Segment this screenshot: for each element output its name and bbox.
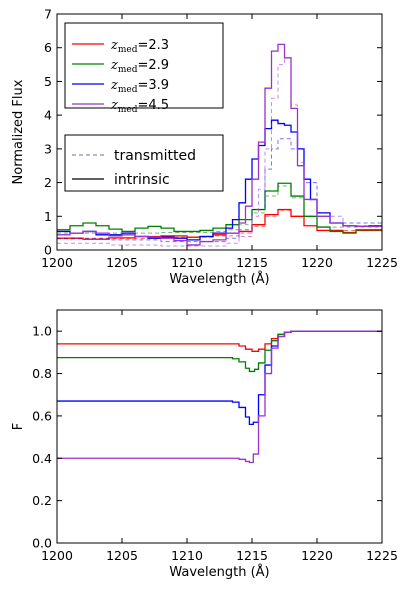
series-z2.9-transmitted-line — [57, 185, 382, 234]
legend-entry-label: zmed=2.3 — [110, 38, 169, 55]
series-z4.5-line — [57, 330, 382, 464]
x-tick-label: 1215 — [236, 548, 268, 563]
style-legend-label: transmitted — [114, 148, 196, 164]
legend-subscript: med — [118, 85, 138, 95]
x-tick-label: 1200 — [41, 255, 73, 270]
axes-frame — [56, 13, 383, 251]
axes-frame — [56, 309, 383, 544]
y-tick-label: 6 — [44, 40, 52, 55]
y-tick-label: 0 — [44, 243, 52, 258]
bottom-panel: 1200 1205 1210 1215 1220 1225 0.0 0.2 0.4 0.6 0.8 1… — [11, 309, 398, 580]
x-tick-label: 1205 — [106, 255, 138, 270]
legend-entry-label: zmed=3.9 — [110, 78, 169, 95]
x-tick-label: 1210 — [171, 255, 203, 270]
x-tick-label: 1225 — [366, 255, 398, 270]
legend-subscript: med — [118, 65, 138, 75]
style-legend-box — [64, 134, 224, 192]
series-z2.9-line — [57, 330, 382, 373]
x-tick-label: 1225 — [366, 548, 398, 563]
legend-var: z — [110, 38, 118, 53]
plot-area — [57, 43, 382, 247]
legend-entry-label: zmed=4.5 — [110, 98, 169, 115]
x-axis-label: Wavelength (Å) — [169, 564, 269, 580]
y-tick-label: 0.8 — [32, 366, 52, 381]
y-tick-label: 0.4 — [32, 451, 52, 466]
y-tick-label: 5 — [44, 74, 52, 89]
legend-var: z — [110, 98, 118, 113]
y-axis-label: Normalized Flux — [11, 79, 26, 184]
series-z2.3-line — [57, 330, 382, 352]
legend-entry-label: zmed=2.9 — [110, 58, 169, 75]
x-tick-label: 1210 — [171, 548, 203, 563]
y-tick-label: 3 — [44, 141, 52, 156]
legend-subscript: med — [118, 45, 138, 55]
plot-area — [57, 330, 382, 464]
legend-var: z — [110, 58, 118, 73]
legend-value: =3.9 — [137, 78, 169, 93]
legend-subscript: med — [118, 105, 138, 115]
series-z3.9-line — [57, 330, 382, 426]
series-z4.5-transmitted-line — [57, 57, 382, 247]
x-axis-label: Wavelength (Å) — [169, 271, 269, 287]
style-legend-label: intrinsic — [114, 172, 170, 188]
x-tick-label: 1220 — [301, 255, 333, 270]
y-tick-label: 0.0 — [32, 536, 52, 551]
legend-value: =2.9 — [137, 58, 169, 73]
x-tick-label: 1205 — [106, 548, 138, 563]
y-tick-label: 0.2 — [32, 493, 52, 508]
x-tick-label: 1220 — [301, 548, 333, 563]
legend-value: =4.5 — [137, 98, 169, 113]
style-legend: transmitted intrinsic — [64, 134, 224, 192]
y-axis-label: F — [11, 423, 26, 430]
legend-value: =2.3 — [137, 38, 169, 53]
y-tick-label: 4 — [44, 108, 52, 123]
y-tick-label: 7 — [44, 7, 52, 22]
y-tick-label: 2 — [44, 175, 52, 190]
legend-var: z — [110, 78, 118, 93]
y-tick-label: 1.0 — [32, 324, 52, 339]
top-panel: 1200 1205 1210 1215 1220 1225 0 1 2 3 4 5 6 7 Waveleng… — [11, 7, 398, 288]
x-tick-label: 1200 — [41, 548, 73, 563]
y-tick-label: 1 — [44, 209, 52, 224]
y-tick-label: 0.6 — [32, 408, 52, 423]
legend-box — [64, 22, 224, 109]
x-tick-label: 1215 — [236, 255, 268, 270]
